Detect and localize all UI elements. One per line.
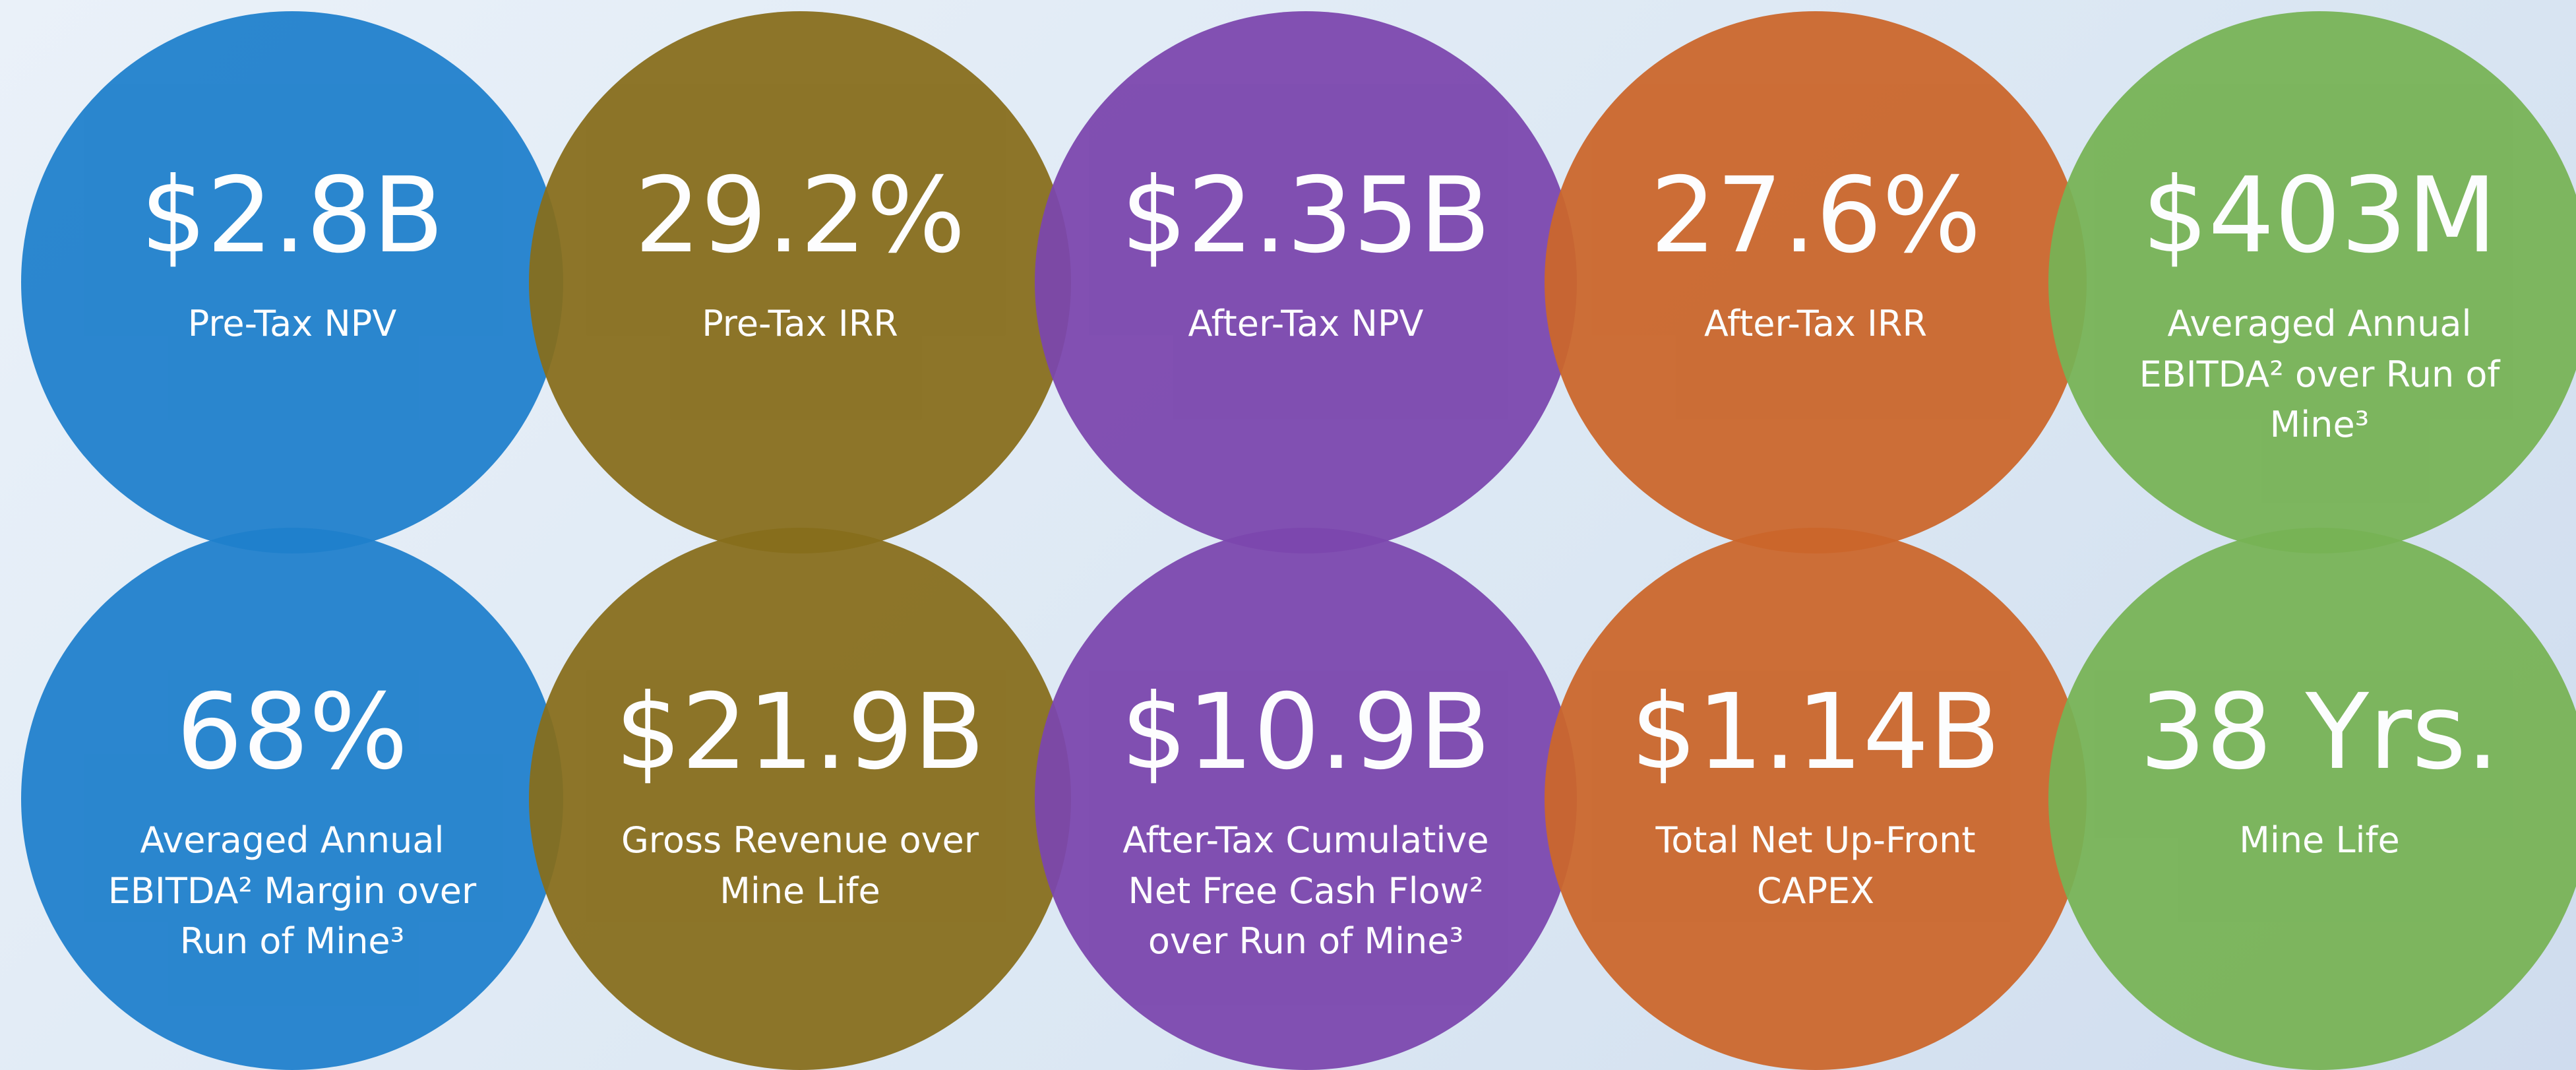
metric-value: $2.35B: [1120, 155, 1491, 276]
metric-circle: 29.2% Pre-Tax IRR: [529, 11, 1071, 553]
metric-value: 68%: [176, 672, 408, 793]
metric-label: Averaged Annual EBITDA² over Run of Mine…: [2139, 303, 2500, 446]
metric-label: Mine Life: [2239, 819, 2400, 861]
metric-label: Pre-Tax IRR: [702, 303, 898, 344]
metric-circle: $21.9B Gross Revenue over Mine Life: [529, 528, 1071, 1070]
metric-value: $21.9B: [615, 672, 985, 793]
metric-circle: 38 Yrs. Mine Life: [2048, 528, 2576, 1070]
metric-value: $403M: [2141, 155, 2498, 276]
metric-circle: $10.9B After-Tax Cumulative Net Free Cash…: [1035, 528, 1577, 1070]
metric-value: $1.14B: [1630, 672, 2001, 793]
metric-label: After-Tax NPV: [1188, 303, 1424, 344]
metric-value: $2.8B: [140, 155, 445, 276]
metric-value: 29.2%: [634, 155, 966, 276]
metric-label: Total Net Up-Front CAPEX: [1655, 819, 1976, 912]
metric-circle: $2.35B After-Tax NPV: [1035, 11, 1577, 553]
metric-value: $10.9B: [1120, 672, 1491, 793]
metric-circle: 27.6% After-Tax IRR: [1545, 11, 2087, 553]
metric-circle: $403M Averaged Annual EBITDA² over Run of…: [2048, 11, 2576, 553]
metric-circle: $1.14B Total Net Up-Front CAPEX: [1545, 528, 2087, 1070]
metric-label: After-Tax IRR: [1704, 303, 1927, 344]
metric-label: After-Tax Cumulative Net Free Cash Flow²…: [1122, 819, 1489, 962]
metric-label: Pre-Tax NPV: [187, 303, 397, 344]
metric-label: Averaged Annual EBITDA² Margin over Run …: [107, 819, 477, 962]
metric-circle: $2.8B Pre-Tax NPV: [21, 11, 563, 553]
metric-circle: 68% Averaged Annual EBITDA² Margin over R…: [21, 528, 563, 1070]
metric-value: 38 Yrs.: [2139, 672, 2499, 793]
metric-label: Gross Revenue over Mine Life: [621, 819, 979, 912]
metric-value: 27.6%: [1650, 155, 1981, 276]
